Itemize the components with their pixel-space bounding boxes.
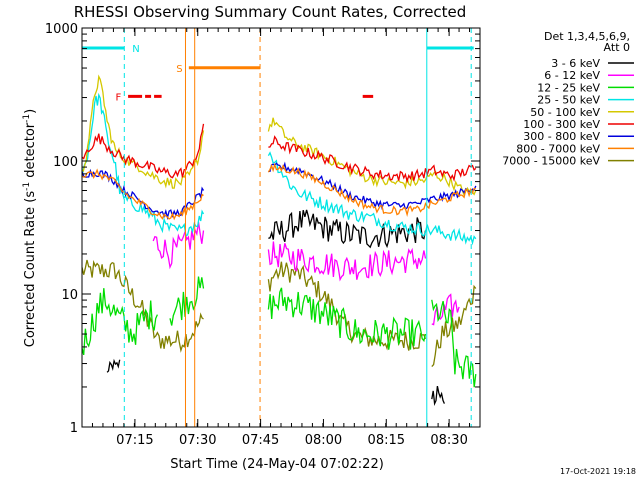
legend-label-7000-15000-kev: 7000 - 15000 keV <box>502 155 600 168</box>
series-line <box>169 276 205 326</box>
legend-label-300-800-kev: 300 - 800 keV <box>523 130 600 143</box>
legend-label-50-100-kev: 50 - 100 keV <box>530 106 600 119</box>
legend-header-detectors: Det 1,3,4,5,6,9, <box>544 30 630 43</box>
x-tick-label: 08:15 <box>368 433 405 448</box>
series-line <box>431 284 477 368</box>
series-line <box>431 299 477 388</box>
series-12-25-kev <box>82 276 477 388</box>
series-line <box>82 259 204 353</box>
series-100-300-kev <box>82 123 477 184</box>
series-line <box>82 168 204 221</box>
series-line <box>267 162 476 217</box>
axes-layer: 07:15 07:30 07:45 08:00 08:15 08:30 1000 100 10 1 <box>45 22 481 448</box>
legend-header-attenuator: Att 0 <box>604 41 630 54</box>
y-axis-label: Corrected Count Rate (s-1 detector-1) <box>22 109 38 347</box>
y-label-end: ) <box>23 109 38 114</box>
series-line <box>267 287 427 350</box>
y-label-mid: detector <box>23 122 38 182</box>
x-tick-label: 08:30 <box>430 433 467 448</box>
series-line <box>267 151 477 246</box>
legend-label-100-300-kev: 100 - 300 keV <box>523 118 600 131</box>
x-tick-label: 07:45 <box>242 433 279 448</box>
series-layer <box>82 74 477 406</box>
series-line <box>431 385 445 406</box>
series-line <box>268 135 477 184</box>
series-25-50-kev <box>82 92 477 246</box>
generation-timestamp: 17-Oct-2021 19:18 <box>560 467 636 476</box>
legend-label-800-7000-kev: 800 - 7000 keV <box>516 142 600 155</box>
legend-label-3-6-kev: 3 - 6 keV <box>551 57 600 70</box>
flag-label-s: S <box>176 64 182 75</box>
legend-label-6-12-kev: 6 - 12 keV <box>544 69 600 82</box>
series-line <box>267 117 477 197</box>
flag-label-n: N <box>132 44 139 55</box>
chart-title: RHESSI Observing Summary Count Rates, Co… <box>74 3 467 21</box>
series-800-7000-kev <box>82 162 476 221</box>
legend-label-12-25-kev: 12 - 25 keV <box>537 81 600 94</box>
series-line <box>82 123 205 179</box>
y-tick-label: 10 <box>61 288 78 303</box>
x-tick-label: 07:15 <box>116 433 153 448</box>
series-line <box>82 92 205 237</box>
y-label-main: Corrected Count Rate (s <box>23 191 38 348</box>
legend-label-25-50-kev: 25 - 50 keV <box>537 94 600 107</box>
x-axis-label: Start Time (24-May-04 07:02:22) <box>170 457 384 472</box>
series-line <box>106 358 121 373</box>
flag-label-f: F <box>116 92 122 103</box>
markers-layer: N S F <box>82 28 474 427</box>
y-label-exp2: -1 <box>22 114 32 123</box>
series-line <box>267 241 427 282</box>
y-tick-label: 100 <box>53 155 78 170</box>
series-line <box>82 288 158 356</box>
series-line <box>268 209 427 249</box>
x-tick-label: 08:00 <box>305 433 342 448</box>
y-tick-label: 1 <box>70 421 78 436</box>
y-label-exp1: -1 <box>22 182 32 191</box>
x-tick-label: 07:30 <box>179 433 216 448</box>
series-3-6-kev <box>106 209 445 406</box>
y-tick-label: 1000 <box>45 22 78 37</box>
